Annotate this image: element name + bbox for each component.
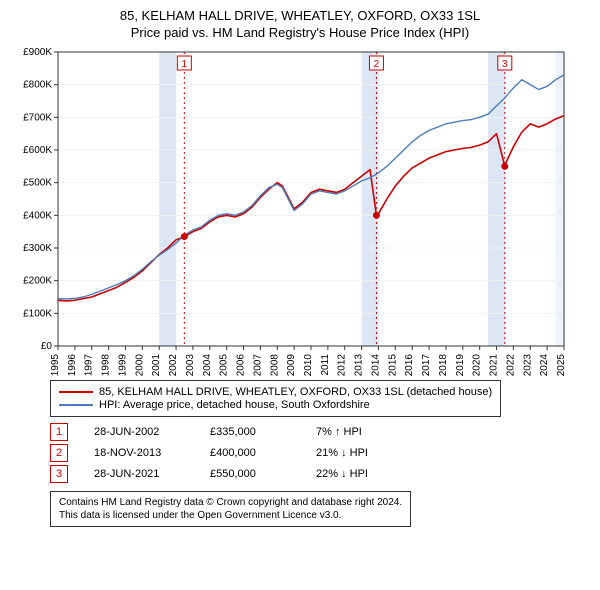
svg-text:2018: 2018 <box>438 354 449 376</box>
transaction-diff: 22% ↓ HPI <box>316 468 406 480</box>
transaction-badge: 3 <box>50 465 68 483</box>
svg-text:2002: 2002 <box>168 354 179 376</box>
svg-text:£100K: £100K <box>23 308 52 319</box>
svg-text:£900K: £900K <box>23 47 52 58</box>
svg-text:2007: 2007 <box>252 354 263 376</box>
svg-text:2: 2 <box>374 59 380 70</box>
svg-text:1999: 1999 <box>117 354 128 376</box>
svg-text:£800K: £800K <box>23 80 52 91</box>
transaction-diff: 7% ↑ HPI <box>316 426 406 438</box>
svg-text:2000: 2000 <box>134 354 145 376</box>
svg-text:1998: 1998 <box>101 354 112 376</box>
svg-text:2010: 2010 <box>303 354 314 376</box>
legend-label-hpi: HPI: Average price, detached house, Sout… <box>99 399 370 411</box>
transaction-date: 28-JUN-2021 <box>94 468 184 480</box>
page-container: 85, KELHAM HALL DRIVE, WHEATLEY, OXFORD,… <box>0 0 600 590</box>
transaction-row: 1 28-JUN-2002 £335,000 7% ↑ HPI <box>50 423 590 441</box>
svg-text:2023: 2023 <box>522 354 533 376</box>
legend-swatch-hpi <box>59 404 93 406</box>
svg-text:£0: £0 <box>41 341 53 352</box>
transaction-price: £335,000 <box>210 426 290 438</box>
chart-titles: 85, KELHAM HALL DRIVE, WHEATLEY, OXFORD,… <box>10 8 590 40</box>
transactions-table: 1 28-JUN-2002 £335,000 7% ↑ HPI 2 18-NOV-2013… <box>50 423 590 483</box>
transaction-date: 18-NOV-2013 <box>94 447 184 459</box>
svg-text:£700K: £700K <box>23 112 52 123</box>
svg-text:3: 3 <box>502 59 508 70</box>
svg-text:2019: 2019 <box>455 354 466 376</box>
title-address: 85, KELHAM HALL DRIVE, WHEATLEY, OXFORD,… <box>10 8 590 23</box>
svg-text:2024: 2024 <box>539 354 550 376</box>
svg-text:2004: 2004 <box>202 354 213 376</box>
svg-text:2022: 2022 <box>505 354 516 376</box>
svg-text:2001: 2001 <box>151 354 162 376</box>
svg-text:2016: 2016 <box>404 354 415 376</box>
transaction-price: £400,000 <box>210 447 290 459</box>
legend-label-property: 85, KELHAM HALL DRIVE, WHEATLEY, OXFORD,… <box>99 386 492 398</box>
price-chart: £0 £100K £200K £300K £400K £500K £600K £700K £80… <box>10 46 570 376</box>
svg-text:2003: 2003 <box>185 354 196 376</box>
transaction-badge: 1 <box>50 423 68 441</box>
footer-line1: Contains HM Land Registry data © Crown c… <box>59 496 402 509</box>
svg-text:2015: 2015 <box>387 354 398 376</box>
svg-text:2013: 2013 <box>354 354 365 376</box>
svg-text:2021: 2021 <box>489 354 500 376</box>
svg-text:2025: 2025 <box>556 354 567 376</box>
svg-text:£300K: £300K <box>23 243 52 254</box>
transaction-badge: 2 <box>50 444 68 462</box>
svg-text:£400K: £400K <box>23 210 52 221</box>
svg-text:2012: 2012 <box>337 354 348 376</box>
svg-text:£500K: £500K <box>23 178 52 189</box>
transaction-date: 28-JUN-2002 <box>94 426 184 438</box>
footer-line2: This data is licensed under the Open Gov… <box>59 509 402 522</box>
legend-row-hpi: HPI: Average price, detached house, Sout… <box>59 399 492 411</box>
legend-row-property: 85, KELHAM HALL DRIVE, WHEATLEY, OXFORD,… <box>59 386 492 398</box>
svg-text:2009: 2009 <box>286 354 297 376</box>
svg-text:2020: 2020 <box>472 354 483 376</box>
legend-swatch-property <box>59 391 93 393</box>
transaction-price: £550,000 <box>210 468 290 480</box>
svg-text:1: 1 <box>182 59 188 70</box>
svg-text:2006: 2006 <box>236 354 247 376</box>
svg-text:2008: 2008 <box>269 354 280 376</box>
svg-text:1997: 1997 <box>84 354 95 376</box>
svg-text:2005: 2005 <box>219 354 230 376</box>
title-subtitle: Price paid vs. HM Land Registry's House … <box>10 25 590 40</box>
svg-text:1996: 1996 <box>67 354 78 376</box>
svg-text:1995: 1995 <box>50 354 61 376</box>
legend: 85, KELHAM HALL DRIVE, WHEATLEY, OXFORD,… <box>50 380 501 417</box>
transaction-diff: 21% ↓ HPI <box>316 447 406 459</box>
svg-text:£200K: £200K <box>23 276 52 287</box>
transaction-row: 2 18-NOV-2013 £400,000 21% ↓ HPI <box>50 444 590 462</box>
svg-text:£600K: £600K <box>23 145 52 156</box>
svg-text:2014: 2014 <box>370 354 381 376</box>
svg-text:2011: 2011 <box>320 354 331 376</box>
footer-box: Contains HM Land Registry data © Crown c… <box>50 491 411 527</box>
transaction-row: 3 28-JUN-2021 £550,000 22% ↓ HPI <box>50 465 590 483</box>
svg-text:2017: 2017 <box>421 354 432 376</box>
